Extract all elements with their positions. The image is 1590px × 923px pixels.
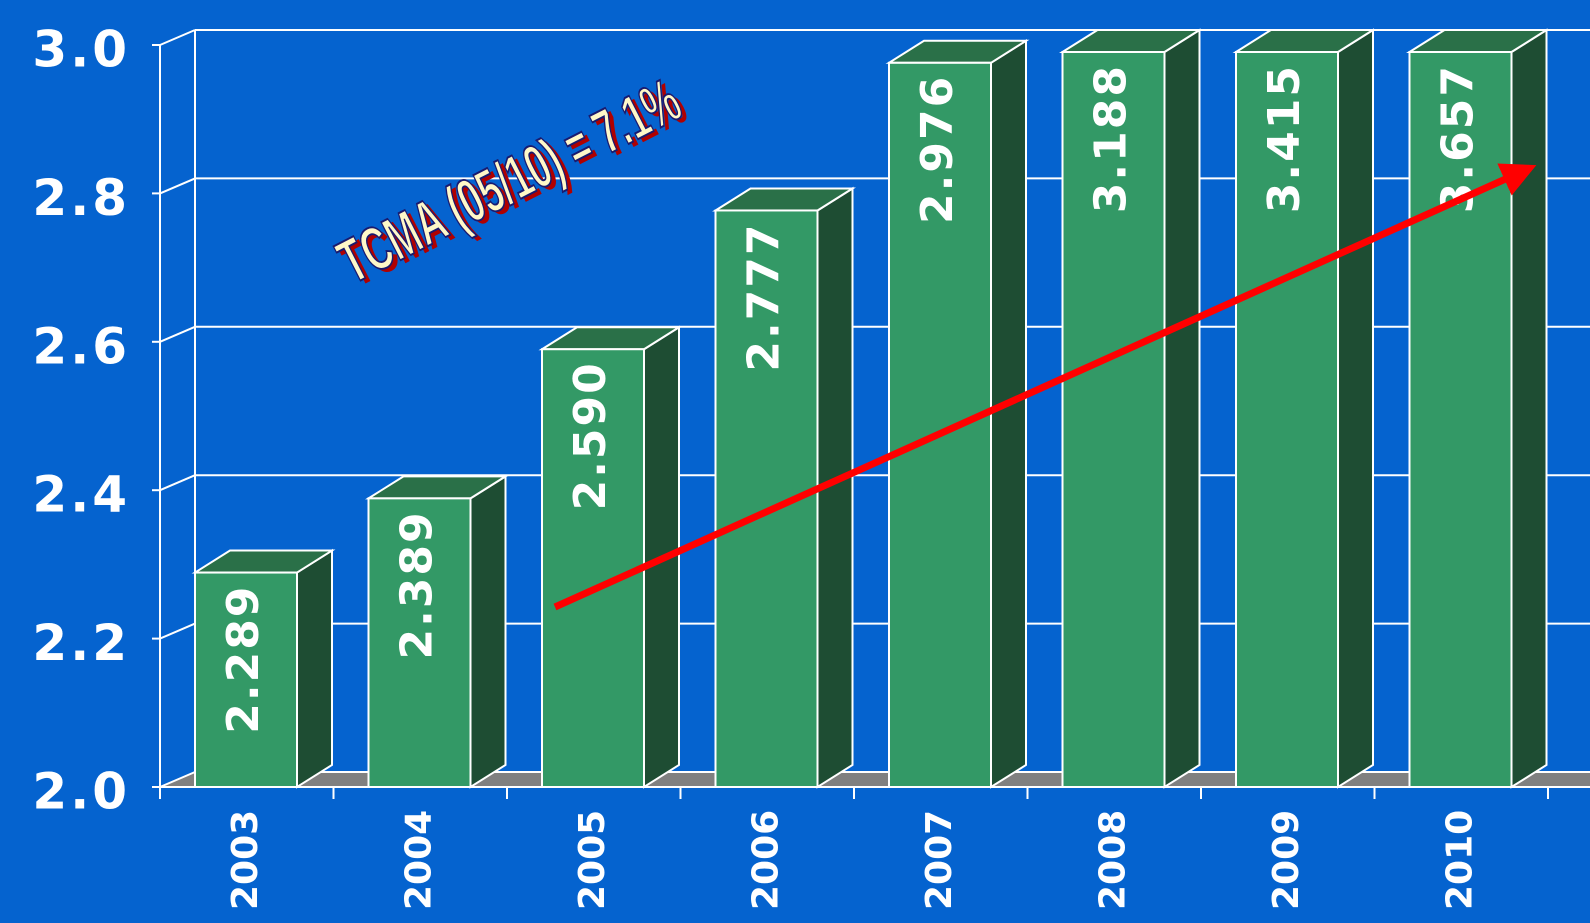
grid-diag <box>159 474 196 492</box>
x-tick-label: 2009 <box>1266 810 1307 910</box>
grid-diag <box>159 29 196 46</box>
data-label: 2.389 <box>392 510 443 659</box>
data-label: 3.415 <box>1259 64 1310 213</box>
x-tick-label: 2005 <box>572 810 613 910</box>
bar <box>541 348 645 788</box>
bar-side <box>1163 28 1201 789</box>
x-tick-label: 2007 <box>919 810 960 910</box>
bar <box>1061 51 1166 788</box>
annotation: TCMA (05/10) = 7.1%TCMA (05/10) = 7.1% <box>326 64 696 299</box>
bar-side <box>1510 28 1548 789</box>
bar-side <box>990 38 1027 789</box>
data-label: 2.590 <box>565 361 616 510</box>
bar-side <box>469 474 507 789</box>
bar <box>1408 51 1513 788</box>
x-tick-label: 2010 <box>1439 810 1480 910</box>
bar <box>194 571 298 789</box>
bar-side <box>296 548 333 789</box>
y-tick-label: 3.0 <box>32 21 130 79</box>
data-label: 3.188 <box>1086 64 1137 213</box>
data-label: 2.289 <box>218 585 269 734</box>
y-tick-label: 2.0 <box>32 763 130 821</box>
grid-diag <box>159 177 196 195</box>
trend-arrow <box>553 163 1537 611</box>
data-label: 2.777 <box>739 222 790 371</box>
y-tick-label: 2.6 <box>32 317 130 375</box>
annotation-text: TCMA (05/10) = 7.1% <box>327 65 691 297</box>
bar <box>1235 51 1339 788</box>
x-tick-label: 2003 <box>225 810 266 910</box>
grid-diag <box>159 622 196 640</box>
y-tick-label: 2.8 <box>32 169 130 227</box>
floor <box>160 772 1590 787</box>
x-tick-label: 2004 <box>398 810 439 910</box>
x-tick-label: 2006 <box>745 810 786 910</box>
y-tick-label: 2.2 <box>32 614 130 672</box>
bar <box>888 61 992 789</box>
grid-diag <box>159 771 196 788</box>
data-label: 3.657 <box>1433 64 1484 213</box>
x-tick-label: 2008 <box>1092 810 1133 910</box>
y-tick-label: 2.4 <box>32 466 130 524</box>
data-label: 2.976 <box>912 75 963 224</box>
bar <box>367 497 472 788</box>
bar-side <box>1337 28 1374 789</box>
grid-diag <box>159 325 196 343</box>
